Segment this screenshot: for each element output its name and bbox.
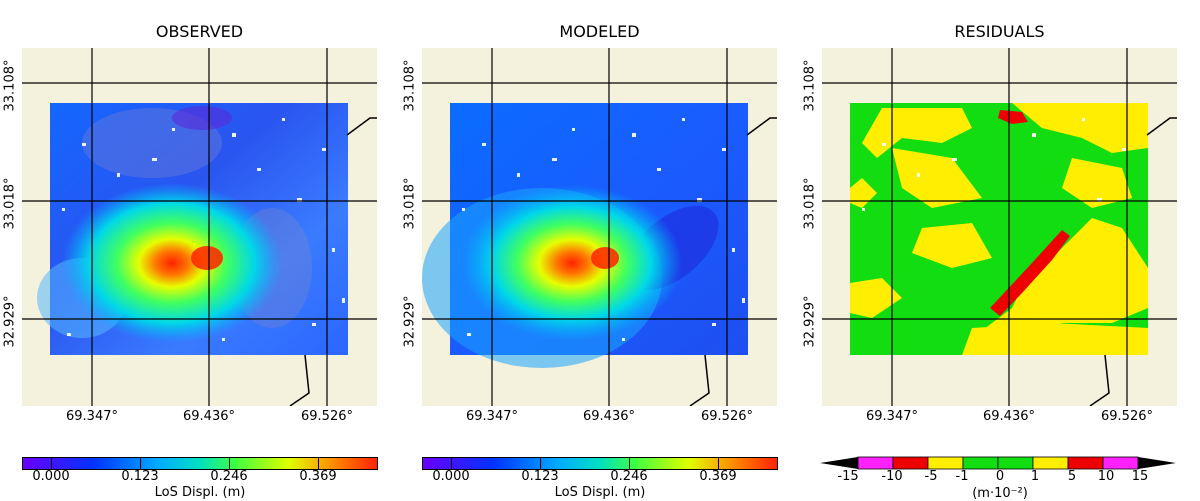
border-line [346, 117, 377, 136]
colorbar-tick: -5 [924, 469, 938, 484]
map-canvas [422, 48, 777, 406]
grid-lines [422, 48, 777, 406]
residual-colorbar [820, 456, 1176, 470]
lat-tick-label: 33.018° [402, 177, 418, 230]
lon-tick-label: 69.436° [183, 409, 235, 424]
panel-residuals: RESIDUALS [800, 0, 1200, 501]
lat-tick-label: 33.108° [2, 59, 18, 112]
colorbar-tick: -15 [837, 469, 859, 484]
map-modeled [422, 48, 777, 406]
colorbar-tick: 10 [1097, 469, 1115, 484]
colorbar-tick: 0.246 [610, 469, 648, 484]
deformation-lobe [62, 183, 282, 343]
map-residuals [822, 48, 1177, 406]
panel-title: MODELED [559, 22, 640, 41]
colorbar-tick: 0.123 [521, 469, 559, 484]
colorbar-tick: 5 [1067, 469, 1077, 484]
lon-tick-label: 69.526° [701, 409, 753, 424]
colorbar-tick: -1 [955, 469, 969, 484]
colorbar-tick: 15 [1131, 469, 1149, 484]
colorbar-tick: 0.123 [121, 469, 159, 484]
border-line [1089, 354, 1110, 406]
colorbar-tick: -10 [881, 469, 903, 484]
colorbar-extend-right [1138, 457, 1176, 469]
border-line [746, 117, 777, 136]
data-gaps [862, 118, 1126, 211]
border-line [689, 354, 710, 406]
colorbar-extend-left [820, 457, 858, 469]
panel-observed: OBSERVED [0, 0, 400, 501]
lon-tick-label: 69.347° [466, 409, 518, 424]
panel-title: RESIDUALS [954, 22, 1045, 41]
lat-tick-label: 33.018° [802, 177, 818, 230]
lon-tick-label: 69.436° [583, 409, 635, 424]
lon-tick-label: 69.526° [301, 409, 353, 424]
lat-tick-label: 32.929° [402, 295, 418, 348]
colorbar-tick: 0.369 [299, 469, 337, 484]
lon-tick-label: 69.347° [866, 409, 918, 424]
colorbar [22, 457, 378, 470]
lon-tick-label: 69.436° [983, 409, 1035, 424]
map-canvas [822, 48, 1177, 406]
colorbar-tick: 0.369 [699, 469, 737, 484]
colorbar-tick: 1 [1030, 469, 1040, 484]
panel-modeled: MODELED [400, 0, 800, 501]
colorbar-tick: 0.246 [210, 469, 248, 484]
residual-negative-patches [990, 110, 1070, 316]
colorbar [422, 457, 778, 470]
lon-tick-label: 69.526° [1101, 409, 1153, 424]
colorbar-tick: 0.000 [432, 469, 470, 484]
grid-lines [822, 48, 1177, 406]
deformation-lobe [462, 185, 682, 341]
colorbar-label: (m·10⁻²) [972, 486, 1028, 501]
lat-tick-label: 33.108° [802, 59, 818, 112]
data-gaps [462, 118, 745, 341]
grid-lines [22, 48, 377, 406]
border-line [1146, 117, 1177, 136]
map-observed [22, 48, 377, 406]
lat-tick-label: 32.929° [802, 295, 818, 348]
lat-tick-label: 32.929° [2, 295, 18, 348]
colorbar-label: LoS Displ. (m) [154, 485, 246, 500]
border-line [289, 354, 310, 406]
lon-tick-label: 69.347° [66, 409, 118, 424]
lat-tick-label: 33.108° [402, 59, 418, 112]
lat-tick-label: 33.018° [2, 177, 18, 230]
colorbar-tick: 0 [995, 469, 1005, 484]
colorbar-tick: 0.000 [32, 469, 70, 484]
panel-title: OBSERVED [155, 22, 244, 41]
colorbar-label: LoS Displ. (m) [554, 485, 646, 500]
map-canvas [22, 48, 377, 406]
data-gaps [62, 118, 345, 341]
